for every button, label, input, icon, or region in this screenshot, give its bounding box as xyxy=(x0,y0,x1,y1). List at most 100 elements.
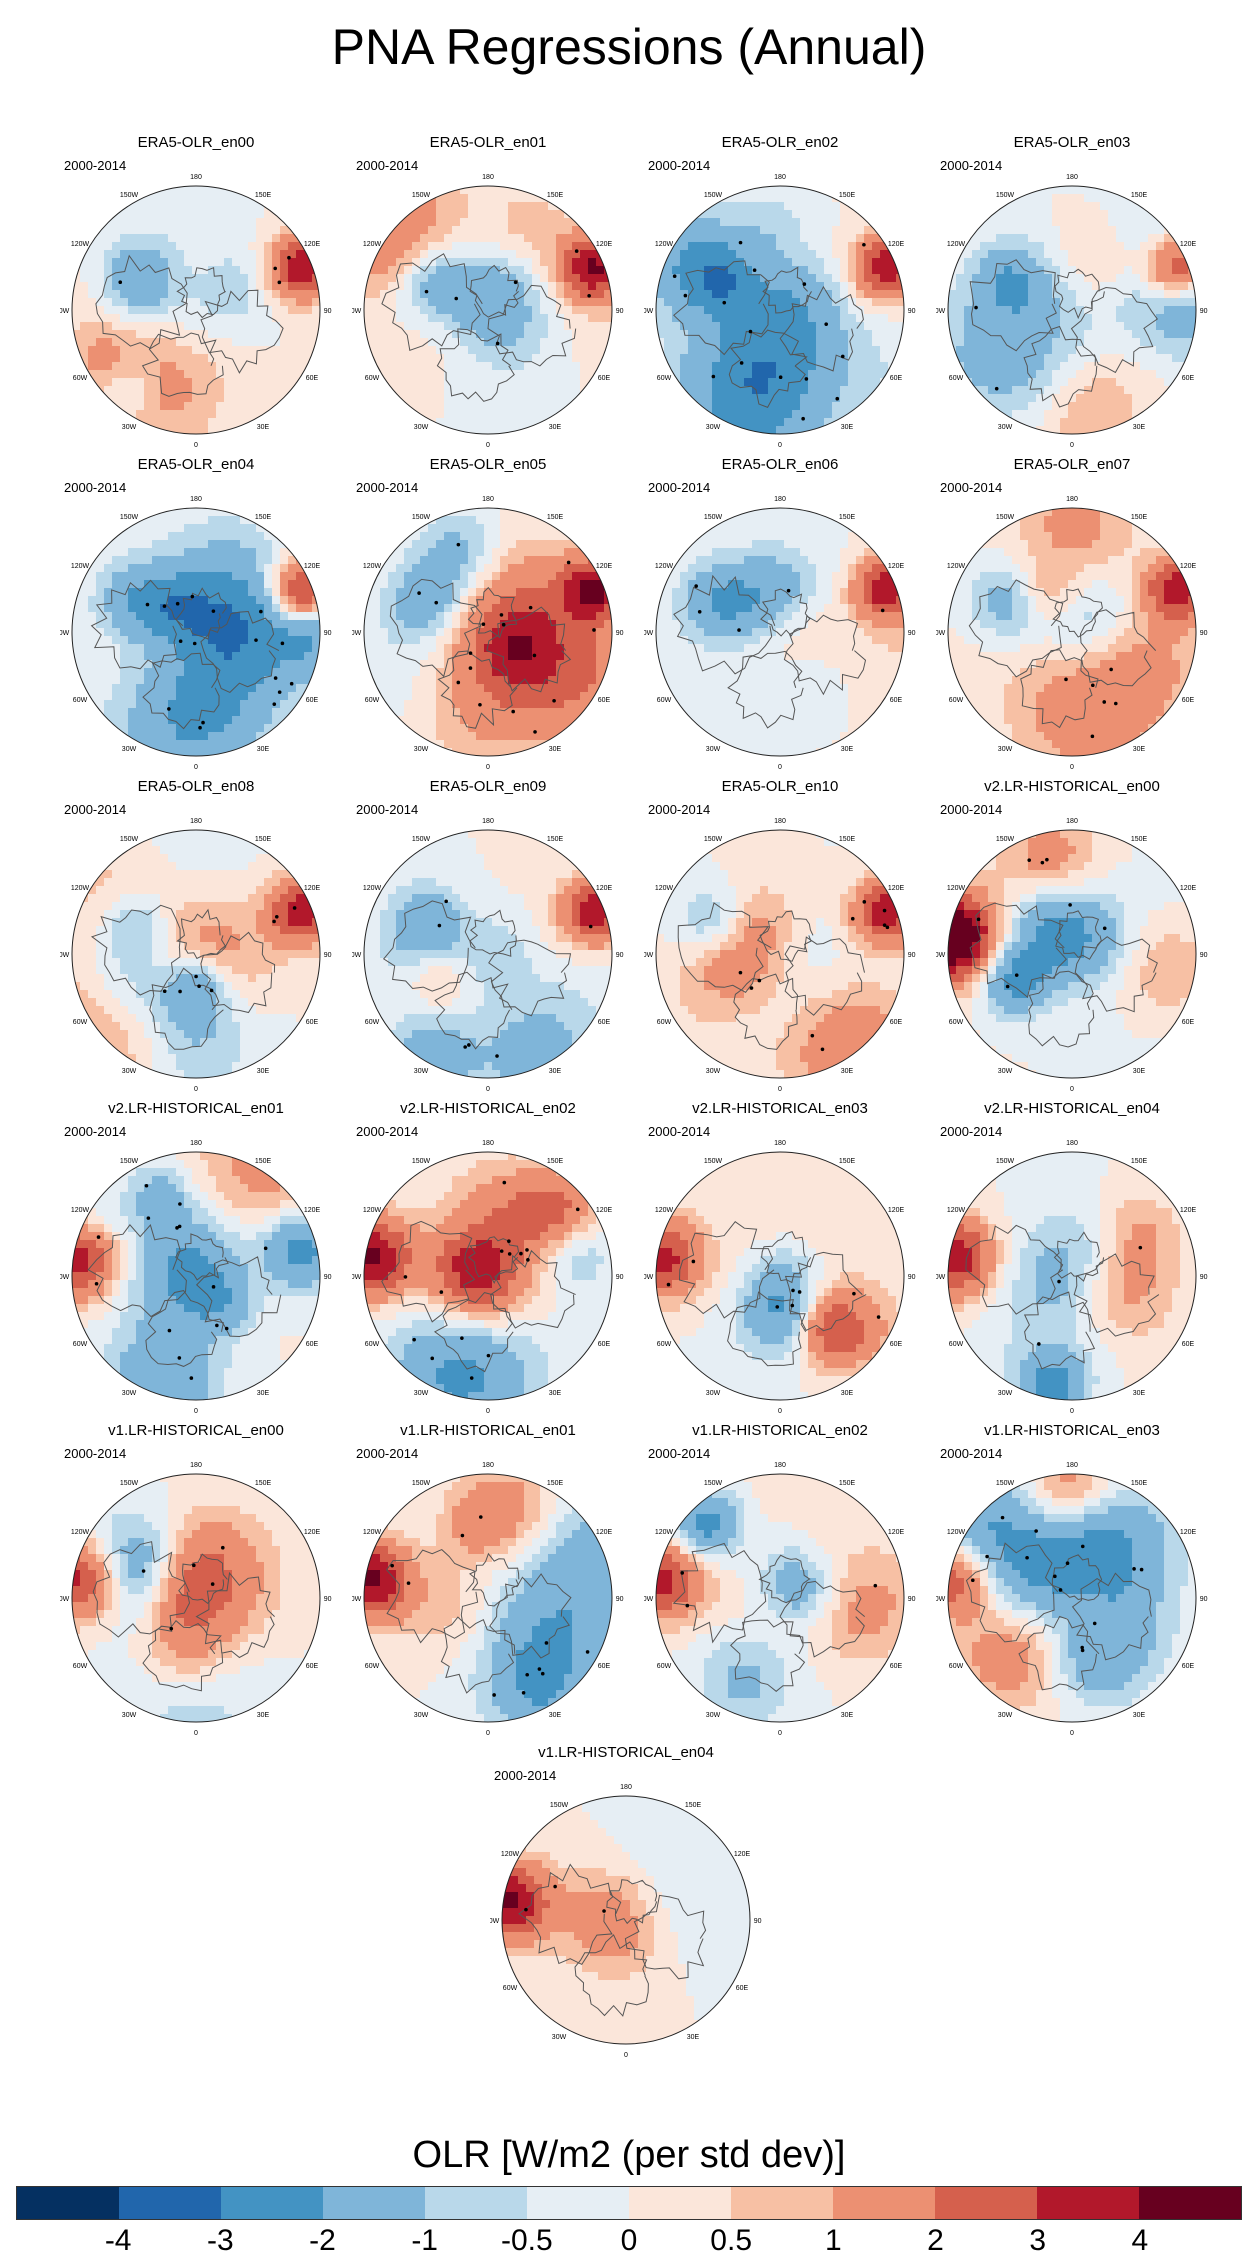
field-cell xyxy=(248,410,257,419)
field-cell xyxy=(996,218,1005,227)
field-cell xyxy=(856,226,865,235)
field-cell xyxy=(296,338,305,347)
field-cell xyxy=(864,282,873,291)
field-cell xyxy=(444,234,453,243)
field-cell xyxy=(224,572,233,581)
field-cell xyxy=(508,684,517,693)
stipple-dot xyxy=(273,676,278,680)
field-cell xyxy=(1044,258,1053,267)
field-cell xyxy=(1148,370,1157,379)
field-cell xyxy=(88,370,97,379)
field-cell xyxy=(696,338,705,347)
field-cell xyxy=(540,652,549,661)
field-cell xyxy=(948,306,957,315)
field-cell xyxy=(688,226,697,235)
field-cell xyxy=(500,218,509,227)
field-cell xyxy=(240,378,249,387)
field-cell xyxy=(232,580,241,589)
field-cell xyxy=(232,394,241,403)
field-cell xyxy=(1004,322,1013,331)
field-cell xyxy=(1108,322,1117,331)
field-cell xyxy=(216,210,225,219)
field-cell xyxy=(152,724,161,733)
field-cell xyxy=(468,234,477,243)
field-cell xyxy=(280,242,289,251)
field-cell xyxy=(256,652,265,661)
field-cell xyxy=(476,226,485,235)
field-cell xyxy=(500,426,509,434)
field-cell xyxy=(192,564,201,573)
field-cell xyxy=(1028,394,1037,403)
field-cell xyxy=(372,676,381,685)
field-cell xyxy=(184,516,193,525)
field-cell xyxy=(532,338,541,347)
field-cell xyxy=(264,306,273,315)
field-cell xyxy=(160,716,169,725)
field-cell xyxy=(216,362,225,371)
field-cell xyxy=(1036,266,1045,275)
field-cell xyxy=(1060,234,1069,243)
field-cell xyxy=(776,362,785,371)
field-cell xyxy=(744,306,753,315)
field-cell xyxy=(296,266,305,275)
field-cell xyxy=(588,266,597,275)
field-cell xyxy=(816,418,825,427)
field-cell xyxy=(96,306,105,315)
field-cell xyxy=(964,322,973,331)
panel-title: ERA5-OLR_en03 xyxy=(1013,134,1131,151)
field-cell xyxy=(588,354,597,363)
field-cell xyxy=(1044,298,1053,307)
field-cell xyxy=(564,258,573,267)
field-cell xyxy=(176,716,185,725)
field-cell xyxy=(508,354,517,363)
field-cell xyxy=(372,612,381,621)
stipple-dot xyxy=(672,274,677,279)
field-cell xyxy=(752,234,761,243)
field-cell xyxy=(168,202,177,211)
significance-stipples xyxy=(974,305,999,391)
field-cell xyxy=(492,660,501,669)
field-cell xyxy=(1172,338,1181,347)
field-cell xyxy=(364,306,373,315)
field-cell xyxy=(176,426,185,434)
field-cell xyxy=(420,564,429,573)
coastline-path xyxy=(437,650,518,729)
polar-map: 180150E120E90E60E30E030W60W90W120W150W xyxy=(60,174,332,449)
field-cell xyxy=(720,370,729,379)
field-cell xyxy=(776,410,785,419)
field-cell xyxy=(144,378,153,387)
field-cell xyxy=(120,314,129,323)
field-cell xyxy=(524,684,533,693)
field-cell xyxy=(224,282,233,291)
field-cell xyxy=(192,748,201,756)
field-cell xyxy=(200,226,209,235)
field-cell xyxy=(120,274,129,283)
longitude-label: 150E xyxy=(1131,192,1148,199)
field-cell xyxy=(548,572,557,581)
field-cell xyxy=(460,338,469,347)
field-cell xyxy=(96,580,105,589)
field-cell xyxy=(296,580,305,589)
field-cell xyxy=(532,732,541,741)
field-cell xyxy=(176,532,185,541)
field-cell xyxy=(476,282,485,291)
field-cell xyxy=(460,282,469,291)
field-cell xyxy=(248,660,257,669)
field-cell xyxy=(168,508,177,517)
field-cell xyxy=(288,668,297,677)
field-cell xyxy=(1140,362,1149,371)
field-cell xyxy=(224,194,233,203)
field-cell xyxy=(524,676,533,685)
field-cell xyxy=(452,250,461,259)
field-cell xyxy=(720,354,729,363)
field-cell xyxy=(224,202,233,211)
field-cell xyxy=(192,394,201,403)
field-cell xyxy=(728,250,737,259)
field-cell xyxy=(404,668,413,677)
field-cell xyxy=(112,652,121,661)
field-cell xyxy=(596,322,605,331)
field-cell xyxy=(232,740,241,749)
field-cell xyxy=(832,282,841,291)
field-cell xyxy=(80,668,89,677)
field-cell xyxy=(1124,234,1133,243)
